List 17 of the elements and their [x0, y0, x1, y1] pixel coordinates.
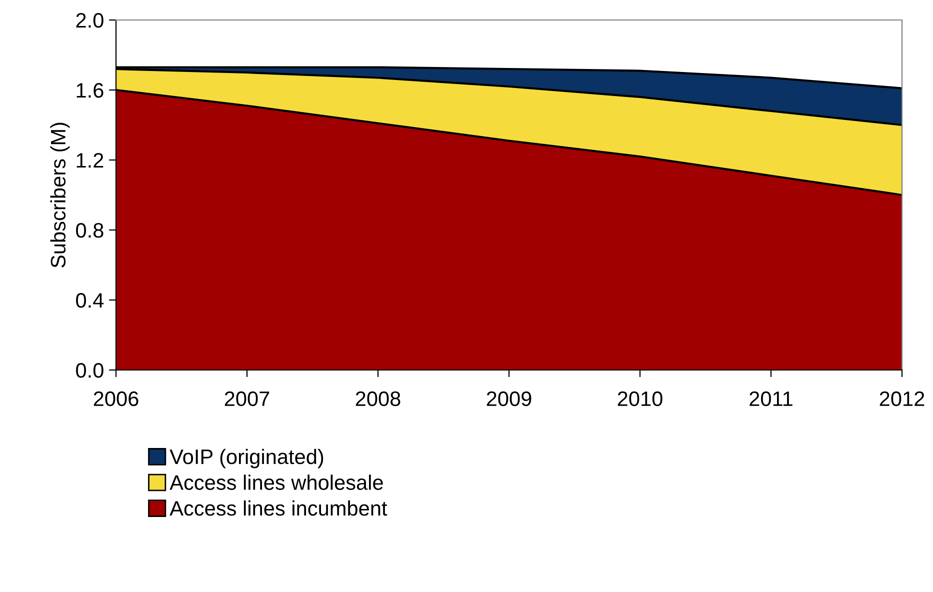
legend-label: Access lines incumbent: [170, 500, 388, 516]
y-tick-label: 0.8: [76, 223, 104, 238]
x-tick-label: 2006: [94, 391, 138, 406]
x-tick-label: 2010: [618, 391, 662, 406]
x-tick-label: 2007: [224, 391, 270, 406]
y-tick-label: 0.4: [76, 293, 104, 308]
x-tick-label: 2008: [356, 391, 400, 406]
y-axis-title: Subscribers (M): [50, 122, 70, 268]
x-tick-label: 2011: [750, 391, 792, 406]
y-tick-label: 1.2: [76, 153, 104, 168]
legend-label: VoIP (originated): [170, 448, 324, 468]
y-tick-label: 1.6: [76, 83, 104, 98]
x-tick-label: 2009: [486, 391, 532, 406]
y-tick-label: 0.0: [76, 363, 104, 378]
x-tick-label: 2012: [880, 391, 924, 406]
y-tick-label: 2.0: [76, 13, 104, 28]
legend-label: Access lines wholesale: [170, 474, 383, 490]
